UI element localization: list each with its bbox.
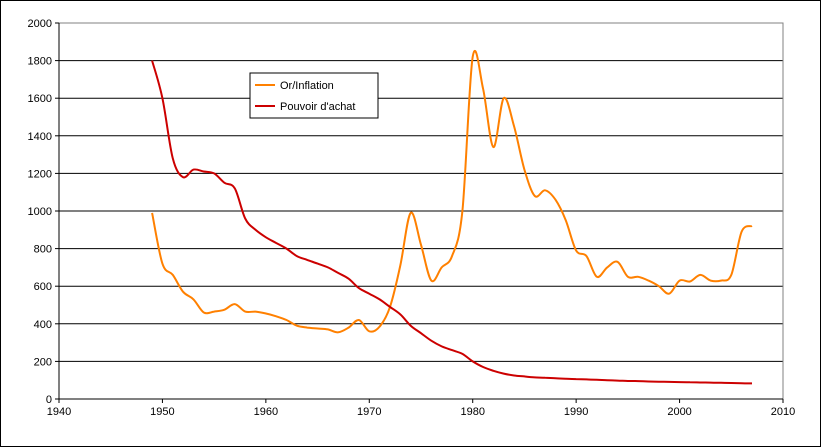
x-tick-label-1990: 1990 [564,406,588,418]
y-tick-label-2000: 2000 [28,18,52,30]
series-line-pouvoir-d-achat [151,60,753,385]
x-tick-label-1960: 1960 [254,406,278,418]
x-tick-label-1970: 1970 [357,406,381,418]
y-tick-label-1600: 1600 [28,93,52,105]
legend-label-pouvoir-d-achat: Pouvoir d'achat [280,101,355,113]
x-tick-label-1940: 1940 [47,406,71,418]
y-tick-label-1800: 1800 [28,56,52,68]
axes: 0 200 400 600 800 1000 1200 1400 1600 1800 2000 194… [28,18,796,418]
y-tick-label-800: 800 [34,244,52,256]
series-line-or-inflation [151,49,753,334]
x-tick-label-1950: 1950 [150,406,174,418]
x-tick-label-2010: 2010 [771,406,795,418]
y-tick-label-1400: 1400 [28,131,52,143]
legend-box [249,72,379,119]
legend: Or/Inflation Pouvoir d'achat [249,72,379,119]
y-tick-label-0: 0 [46,394,52,406]
grid-lines [59,22,783,362]
legend-label-or-inflation: Or/Inflation [280,80,334,92]
x-tick-label-1980: 1980 [460,406,484,418]
y-tick-label-200: 200 [34,356,52,368]
y-tick-label-400: 400 [34,319,52,331]
x-tick-label-2000: 2000 [667,406,691,418]
y-tick-label-1200: 1200 [28,168,52,180]
series-group [151,49,753,385]
y-tick-label-600: 600 [34,281,52,293]
y-tick-label-1000: 1000 [28,206,52,218]
